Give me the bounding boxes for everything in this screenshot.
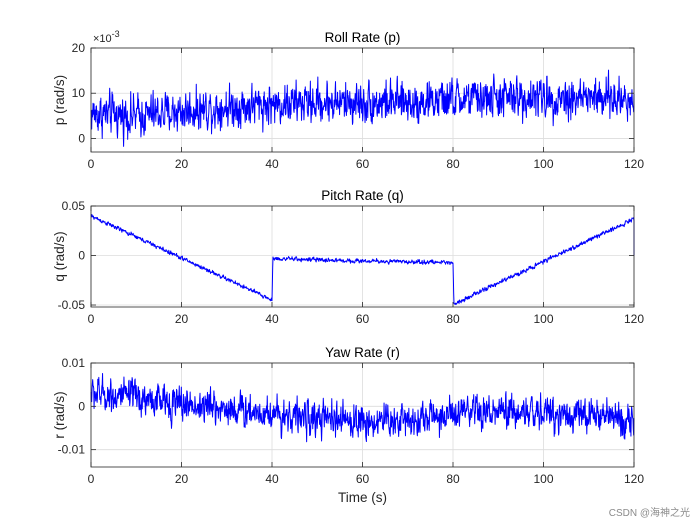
roll-rate-x-tick-label: 0 — [88, 157, 95, 171]
roll-rate-x-tick-label: 100 — [533, 157, 553, 171]
roll-rate-series-line — [90, 69, 635, 147]
pitch-rate-x-tick-label: 100 — [533, 312, 553, 326]
pitch-rate-y-tick-label: 0 — [78, 249, 85, 263]
yaw-rate-x-tick-label: 0 — [88, 472, 95, 486]
yaw-rate-y-tick-label: -0.01 — [58, 443, 86, 457]
roll-rate-y-tick-label: 20 — [72, 41, 86, 55]
yaw-rate-x-axis-label: Time (s) — [338, 490, 387, 505]
roll-rate-y-tick-label: 0 — [78, 131, 85, 145]
yaw-rate-x-tick-label: 20 — [175, 472, 189, 486]
yaw-rate-y-axis-label: r (rad/s) — [52, 391, 67, 438]
pitch-rate-x-tick-label: 120 — [624, 312, 644, 326]
pitch-rate-y-tick-label: 0.05 — [62, 199, 86, 213]
yaw-rate-x-tick-label: 40 — [265, 472, 279, 486]
roll-rate-x-tick-label: 60 — [356, 157, 370, 171]
yaw-rate-x-tick-label: 100 — [533, 472, 553, 486]
yaw-rate-x-tick-label: 60 — [356, 472, 370, 486]
pitch-rate-x-tick-label: 40 — [265, 312, 279, 326]
pitch-rate-x-tick-label: 60 — [356, 312, 370, 326]
yaw-rate-y-tick-label: 0 — [78, 399, 85, 413]
roll-rate-x-tick-label: 120 — [624, 157, 644, 171]
pitch-rate-title: Pitch Rate (q) — [321, 188, 404, 203]
roll-rate-title: Roll Rate (p) — [325, 30, 401, 45]
yaw-rate-x-tick-label: 80 — [446, 472, 460, 486]
yaw-rate-y-tick-label: 0.01 — [62, 356, 86, 370]
pitch-rate-x-tick-label: 0 — [88, 312, 95, 326]
roll-rate-y-axis-label: p (rad/s) — [52, 75, 67, 125]
roll-rate-x-tick-label: 40 — [265, 157, 279, 171]
pitch-rate-y-tick-label: -0.05 — [58, 298, 86, 312]
yaw-rate-plot: 0 20 40 60 80 100 120 -0.01 0 0.01 Yaw Rate (r) r (… — [52, 345, 644, 505]
yaw-rate-title: Yaw Rate (r) — [325, 345, 400, 360]
roll-rate-exponent-label: ×10-3 — [93, 29, 120, 45]
yaw-rate-series-line — [90, 372, 635, 443]
roll-rate-y-tick-label: 10 — [72, 86, 86, 100]
yaw-rate-x-tick-label: 120 — [624, 472, 644, 486]
roll-rate-plot: 0 20 40 60 80 100 120 0 10 20 Roll Rate (p) p (rad/… — [52, 29, 644, 171]
watermark: CSDN @海神之光 — [608, 508, 690, 519]
pitch-rate-x-tick-label: 20 — [175, 312, 189, 326]
pitch-rate-y-axis-label: q (rad/s) — [52, 231, 67, 281]
pitch-rate-x-tick-label: 80 — [446, 312, 460, 326]
pitch-rate-series-line — [90, 214, 635, 306]
roll-rate-x-tick-label: 80 — [446, 157, 460, 171]
roll-rate-x-tick-label: 20 — [175, 157, 189, 171]
